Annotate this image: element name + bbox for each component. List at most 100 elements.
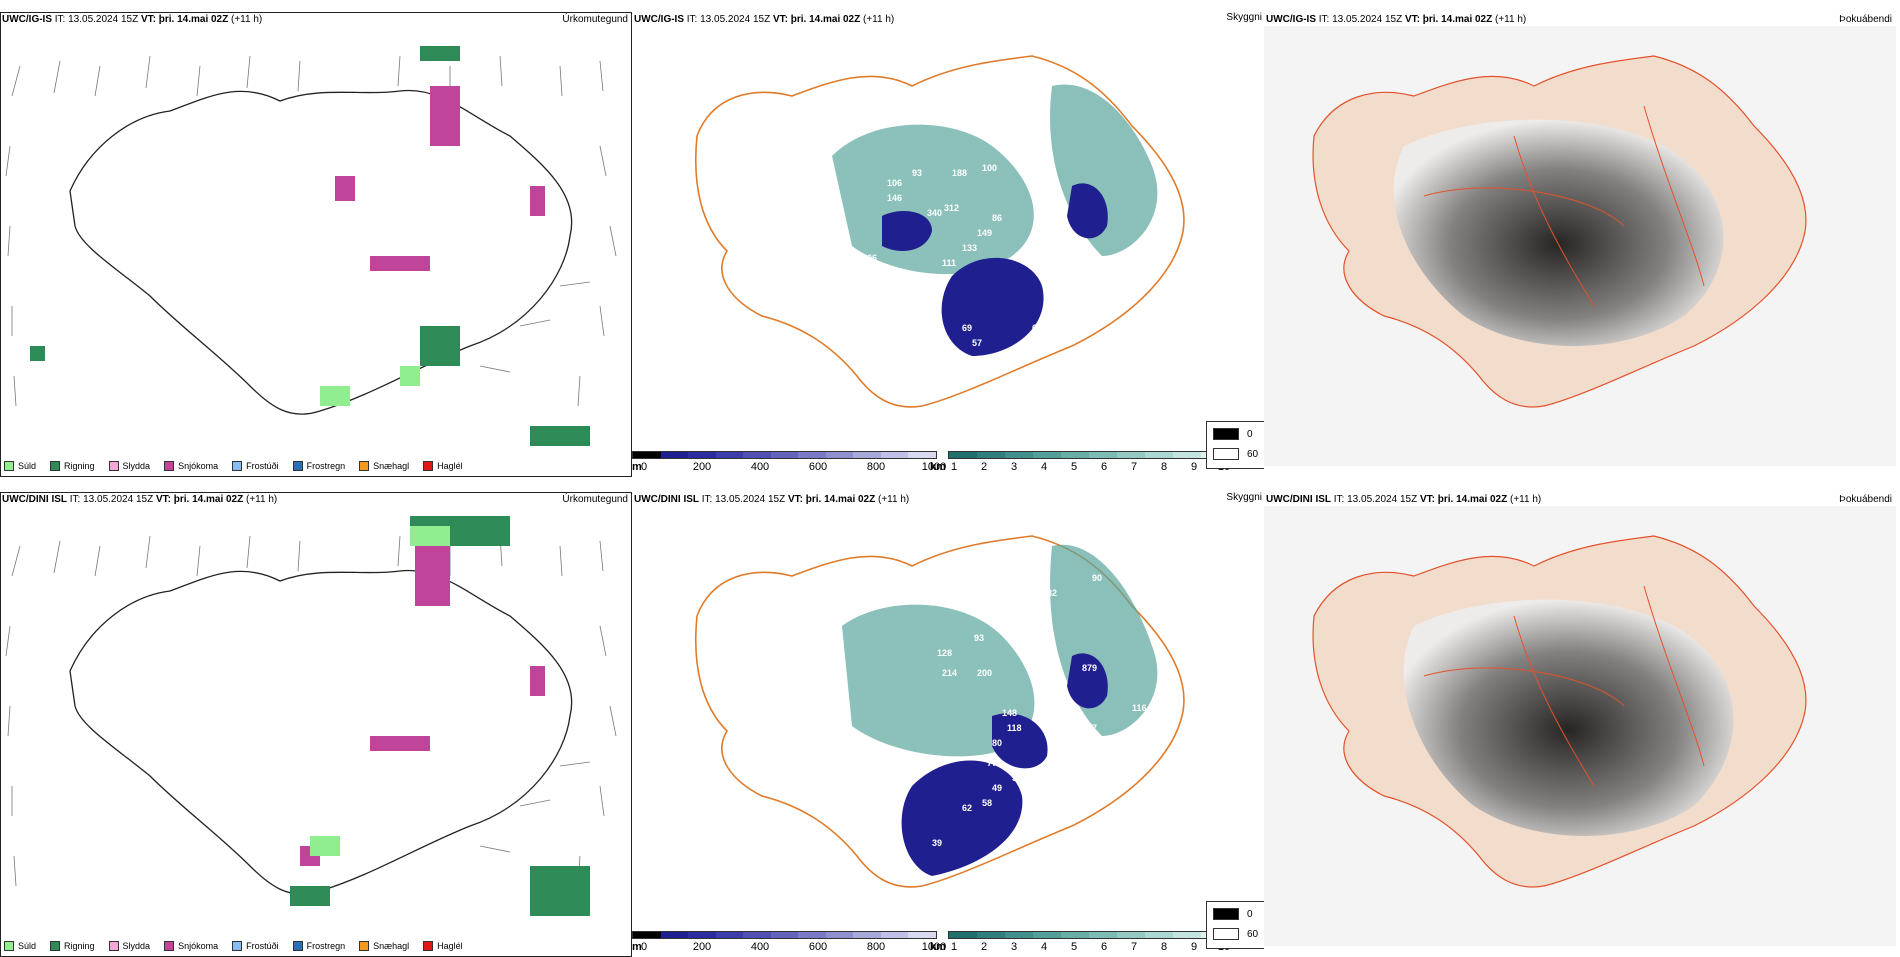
ceiling-unit: m <box>632 461 642 473</box>
colorbar-segment <box>908 932 937 938</box>
legend-item-sleet: Slydda <box>108 461 150 471</box>
svg-text:149: 149 <box>977 228 992 238</box>
precip-type-map <box>5 46 617 446</box>
colorbar-segment <box>880 452 909 458</box>
svg-text:80: 80 <box>992 738 1002 748</box>
legend-item-rain: Rigning <box>50 461 95 471</box>
snow-areas <box>335 86 545 271</box>
colorbar-segment <box>1033 932 1061 938</box>
svg-text:100: 100 <box>1047 760 1062 770</box>
panel-header: UWC/DINI ISL IT: 13.05.2024 15Z VT: þri.… <box>2 494 278 505</box>
colorbar-segment <box>660 452 689 458</box>
svg-text:100: 100 <box>982 163 997 173</box>
iceland-outline <box>69 89 573 415</box>
rain-areas <box>30 46 590 446</box>
svg-text:114: 114 <box>1052 733 1067 743</box>
colorbar-segment <box>1117 452 1145 458</box>
colorbar-tick-label: 200 <box>692 941 712 953</box>
colorbar-segment <box>798 452 826 458</box>
panel-title: Þokuábendi <box>1839 14 1892 25</box>
colorbar-segment <box>825 932 854 938</box>
legend-item-hail: Haglél <box>423 461 463 471</box>
visibility-panel-top: UWC/IG-IS IT: 13.05.2024 15Z VT: þri. 14… <box>632 12 1268 477</box>
roads <box>1423 105 1705 307</box>
colorbar-tick-label: 3 <box>1010 461 1018 473</box>
svg-text:74: 74 <box>827 228 837 238</box>
svg-text:188: 188 <box>952 168 967 178</box>
precip-type-panel-bottom: UWC/DINI ISL IT: 13.05.2024 15Z VT: þri.… <box>0 492 632 957</box>
colorbar-tick-label: 8 <box>1160 461 1168 473</box>
iceland-outline <box>69 569 573 895</box>
colorbar-segment <box>770 452 799 458</box>
colorbar-segment <box>949 452 977 458</box>
svg-text:46: 46 <box>917 383 927 393</box>
colorbar-tick-label: 600 <box>808 941 828 953</box>
svg-text:69: 69 <box>962 323 972 333</box>
colorbar-segment <box>770 932 799 938</box>
wind-barbs <box>5 55 617 407</box>
fog-panel-bottom: UWC/DINI ISL IT: 13.05.2024 15Z VT: þri.… <box>1264 492 1896 957</box>
svg-text:86: 86 <box>1042 268 1052 278</box>
valid-label: VT: <box>140 14 156 25</box>
colorbar-segment <box>1005 452 1033 458</box>
panel-title: Þokuábendi <box>1839 494 1892 505</box>
colorbar-segment <box>715 452 744 458</box>
legend-item-snow: Snjókoma <box>164 461 218 471</box>
panel-title: Skyggni <box>1226 12 1262 23</box>
fog-index-map <box>1264 26 1896 466</box>
svg-text:133: 133 <box>962 243 977 253</box>
cloud-legend: 0 60 <box>1206 901 1268 949</box>
roads <box>1423 585 1705 787</box>
panel-title: Úrkomutegund <box>562 494 628 505</box>
colorbar-tick-label: 800 <box>866 941 886 953</box>
colorbar-segment <box>825 452 854 458</box>
colorbar-segment <box>1173 932 1201 938</box>
colorbar-segment <box>633 452 661 458</box>
wind-barbs <box>5 535 617 887</box>
svg-text:123: 123 <box>1132 248 1147 258</box>
colorbar-segment <box>977 452 1005 458</box>
svg-text:39: 39 <box>932 838 942 848</box>
svg-text:312: 312 <box>944 203 959 213</box>
colorbar-tick-label: 4 <box>1040 461 1048 473</box>
colorbar-segment <box>1033 452 1061 458</box>
svg-text:86: 86 <box>992 213 1002 223</box>
colorbar-tick-label: 0 <box>640 941 648 953</box>
svg-text:49: 49 <box>992 783 1002 793</box>
ceiling-labels: 93 188 100 146 106 83 340 312 74 83 106 … <box>812 163 1147 393</box>
colorbar-tick-label: 400 <box>750 461 770 473</box>
model-name: UWC/IG-IS <box>2 14 52 25</box>
ceiling-fill <box>882 183 1108 356</box>
fog-index-map <box>1264 506 1896 946</box>
panel-title: Skyggni <box>1226 492 1262 503</box>
svg-text:106: 106 <box>862 253 877 263</box>
colorbar-segment <box>1117 932 1145 938</box>
ceiling-labels: 262 90 82 93 138 128 214 200 148 118 80 … <box>932 538 1147 848</box>
fog-panel-top: UWC/IG-IS IT: 13.05.2024 15Z VT: þri. 14… <box>1264 12 1896 477</box>
svg-text:106: 106 <box>887 178 902 188</box>
colorbar-tick-label: 0 <box>640 461 648 473</box>
svg-text:83: 83 <box>812 248 822 258</box>
colorbar-tick-label: 2 <box>980 461 988 473</box>
svg-text:214: 214 <box>942 668 957 678</box>
precip-legend: Súld Rigning Slydda Snjókoma Frostúði Fr… <box>4 461 463 471</box>
panel-header: UWC/DINI ISL IT: 13.05.2024 15Z VT: þri.… <box>1266 494 1542 505</box>
colorbar-tick-label: 9 <box>1190 941 1198 953</box>
drizzle-areas <box>320 366 420 406</box>
svg-text:57: 57 <box>972 338 982 348</box>
colorbar-tick-label: 6 <box>1100 461 1108 473</box>
colorbar-segment <box>1089 932 1117 938</box>
visibility-fill <box>832 84 1158 275</box>
valid-time: þri. 14.mai 02Z <box>158 14 229 25</box>
colorbar-segment <box>1145 452 1173 458</box>
ceiling-colorbar: m 0 200 400 600 800 1000 <box>632 931 946 957</box>
colorbar-tick-label: 200 <box>692 461 712 473</box>
precip-type-map <box>5 516 617 916</box>
svg-text:93: 93 <box>912 168 922 178</box>
precip-type-panel-top: UWC/IG-IS IT: 13.05.2024 15Z VT: þri. 14… <box>0 12 632 477</box>
colorbar-segment <box>1145 932 1173 938</box>
colorbar-segment <box>688 932 716 938</box>
svg-text:146: 146 <box>887 193 902 203</box>
legend-item-freezing-rain: Frostregn <box>292 461 345 471</box>
visibility-colorbar: km 12345678910 <box>930 931 1230 957</box>
